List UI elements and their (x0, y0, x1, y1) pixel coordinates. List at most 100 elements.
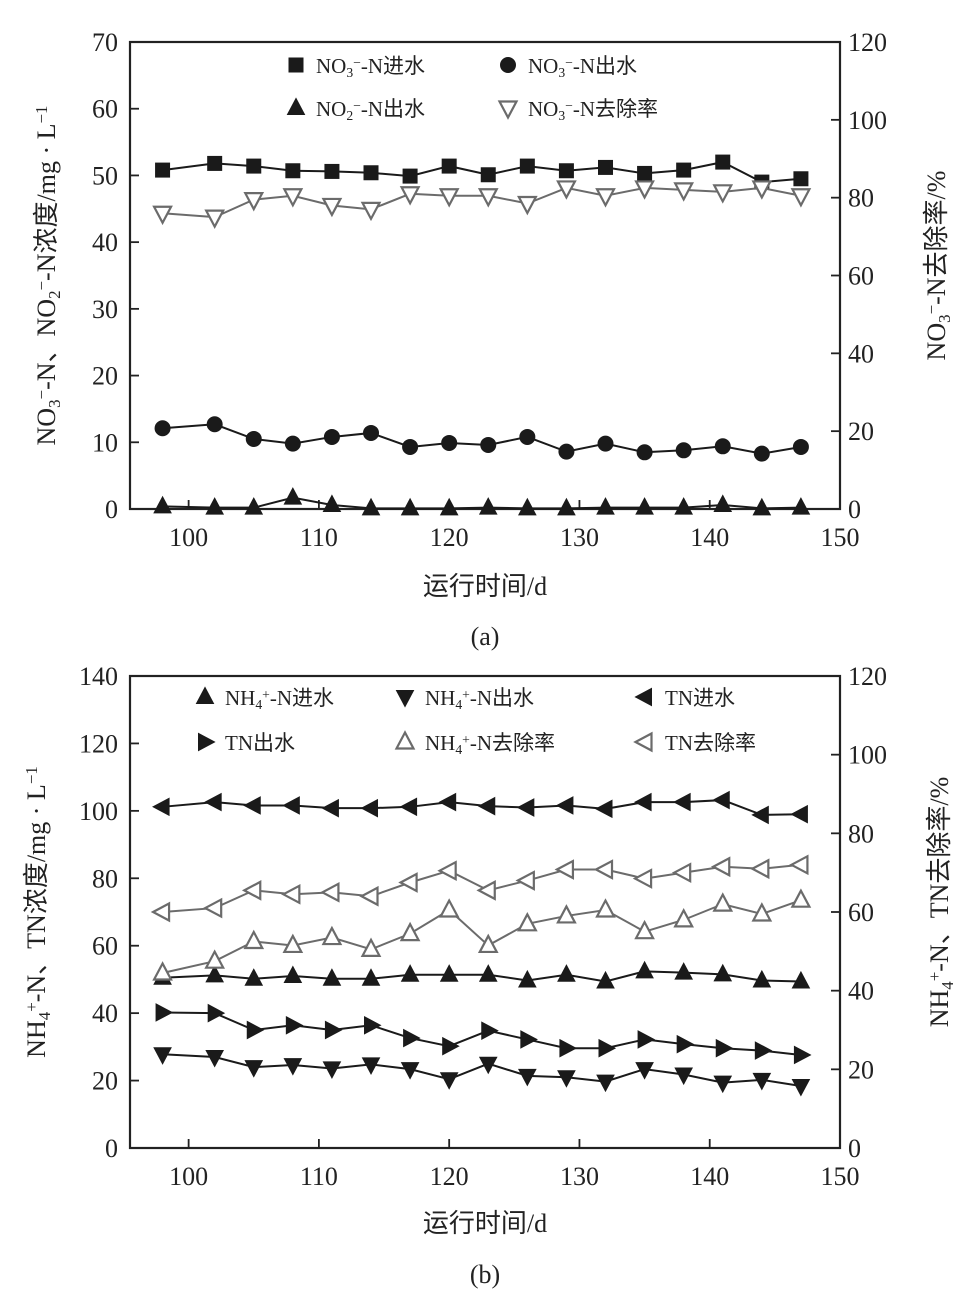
y-right-tick-label: 20 (848, 417, 874, 446)
data-point (246, 1020, 265, 1040)
data-point (241, 880, 262, 901)
y-tick-label: 70 (92, 28, 118, 57)
legend-marker (198, 732, 216, 752)
y-right-tick-label: 80 (848, 184, 874, 213)
data-point (360, 937, 382, 957)
data-point (478, 497, 498, 515)
legend-label: NO3−-N进水 (316, 54, 425, 80)
data-point (635, 497, 654, 515)
y-tick-label: 80 (92, 864, 118, 893)
data-point (634, 180, 655, 200)
series-line (162, 899, 802, 974)
data-point (245, 430, 262, 447)
y-axis-label: NO3−-N、NO2−-N浓度/mg · L−1 (32, 106, 64, 446)
data-point (243, 929, 265, 950)
data-point (556, 904, 577, 924)
series-5 (150, 854, 809, 923)
legend-label: NO2−-N出水 (316, 97, 425, 123)
x-tick-label: 150 (821, 1162, 860, 1191)
data-point (441, 158, 457, 174)
legend: NH4+-N进水 NH4+-N出水 TN进水 TN出水 NH4+-N去除率 TN去除率 (195, 686, 756, 757)
legend-item: NO3−-N去除率 (497, 97, 658, 123)
data-point (243, 192, 265, 212)
y-tick-label: 50 (92, 161, 118, 190)
data-point (364, 1015, 382, 1035)
y-tick-label: 20 (92, 362, 118, 391)
y-tick-label: 30 (92, 295, 118, 324)
y-right-tick-label: 20 (848, 1055, 874, 1084)
data-point (559, 1038, 577, 1058)
data-point (753, 445, 770, 462)
data-point (359, 885, 379, 907)
legend-label: NO3−-N去除率 (528, 97, 658, 123)
data-point (402, 168, 418, 184)
data-point (674, 962, 694, 980)
data-point (282, 188, 304, 208)
data-point (597, 435, 614, 452)
y-tick-label: 40 (92, 999, 118, 1028)
data-point (402, 438, 419, 455)
series-0 (153, 960, 811, 989)
data-point (153, 1047, 172, 1065)
data-point (361, 497, 381, 516)
data-point (754, 1041, 773, 1060)
data-point (517, 195, 538, 216)
y-tick-label: 100 (79, 797, 118, 826)
y-axis-label: NH4+-N、TN浓度/mg · L−1 (22, 766, 54, 1058)
data-point (793, 171, 809, 187)
data-point (674, 1067, 694, 1086)
data-point (519, 428, 536, 445)
x-tick-label: 130 (560, 523, 599, 552)
data-point (595, 188, 616, 208)
data-point (202, 897, 223, 919)
data-point (676, 162, 692, 178)
y-right-tick-label: 100 (848, 741, 887, 770)
x-tick-label: 140 (690, 1162, 729, 1191)
y-tick-label: 0 (105, 495, 118, 524)
data-point (596, 497, 615, 515)
data-point (243, 796, 261, 815)
data-point (244, 968, 264, 986)
data-point (518, 969, 537, 988)
legend-item: NH4+-N进水 (195, 686, 334, 712)
data-point (634, 792, 652, 812)
data-point (598, 1038, 617, 1058)
data-point (595, 898, 616, 918)
data-point (673, 908, 694, 928)
data-point (476, 880, 496, 901)
y-right-tick-label: 40 (848, 977, 874, 1006)
data-point (671, 862, 692, 883)
data-point (244, 1060, 264, 1078)
x-tick-label: 130 (560, 1162, 599, 1191)
data-point (284, 435, 301, 452)
data-point (322, 968, 342, 986)
data-point (790, 188, 812, 208)
data-point (398, 872, 418, 893)
data-point (480, 436, 497, 453)
data-point (598, 159, 614, 175)
x-tick-label: 120 (430, 1162, 469, 1191)
data-point (596, 970, 615, 989)
y-right-tick-label: 0 (848, 1134, 861, 1163)
data-point (751, 902, 773, 922)
data-point (518, 497, 537, 516)
legend-item: NO2−-N出水 (286, 97, 425, 123)
y-tick-label: 60 (92, 932, 118, 961)
series-4 (152, 888, 812, 981)
data-point (712, 184, 734, 204)
legend-item: NH4+-N去除率 (394, 730, 555, 757)
data-point (673, 792, 691, 812)
y-right-axis-label: NO3−-N去除率/% (922, 171, 954, 361)
legend-item: TN进水 (634, 686, 735, 710)
y-right-tick-label: 120 (848, 28, 887, 57)
y-right-tick-label: 40 (848, 339, 874, 368)
data-point (437, 860, 457, 882)
data-point (205, 497, 225, 515)
data-point (710, 856, 731, 878)
data-point (205, 1049, 225, 1068)
legend-item: NH4+-N出水 (395, 686, 534, 712)
data-point (283, 487, 303, 505)
data-point (399, 921, 421, 942)
data-point (675, 442, 692, 459)
